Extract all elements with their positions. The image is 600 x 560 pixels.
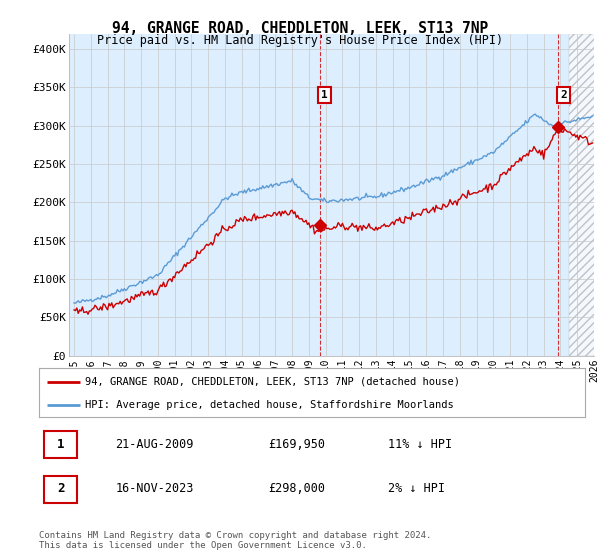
Text: Price paid vs. HM Land Registry's House Price Index (HPI): Price paid vs. HM Land Registry's House … xyxy=(97,34,503,46)
Text: £169,950: £169,950 xyxy=(268,438,325,451)
Text: 2: 2 xyxy=(57,483,65,496)
Text: 2% ↓ HPI: 2% ↓ HPI xyxy=(388,483,445,496)
FancyBboxPatch shape xyxy=(44,431,77,458)
FancyBboxPatch shape xyxy=(44,475,77,503)
Text: HPI: Average price, detached house, Staffordshire Moorlands: HPI: Average price, detached house, Staf… xyxy=(85,400,454,410)
Text: 94, GRANGE ROAD, CHEDDLETON, LEEK, ST13 7NP: 94, GRANGE ROAD, CHEDDLETON, LEEK, ST13 … xyxy=(112,21,488,36)
Text: 21-AUG-2009: 21-AUG-2009 xyxy=(115,438,194,451)
Text: 11% ↓ HPI: 11% ↓ HPI xyxy=(388,438,452,451)
Text: 16-NOV-2023: 16-NOV-2023 xyxy=(115,483,194,496)
Text: 1: 1 xyxy=(322,90,328,100)
Text: Contains HM Land Registry data © Crown copyright and database right 2024.
This d: Contains HM Land Registry data © Crown c… xyxy=(39,531,431,550)
Text: 2: 2 xyxy=(560,90,567,100)
Bar xyxy=(569,34,600,356)
Text: £298,000: £298,000 xyxy=(268,483,325,496)
Text: 94, GRANGE ROAD, CHEDDLETON, LEEK, ST13 7NP (detached house): 94, GRANGE ROAD, CHEDDLETON, LEEK, ST13 … xyxy=(85,377,460,387)
Text: 1: 1 xyxy=(57,438,65,451)
